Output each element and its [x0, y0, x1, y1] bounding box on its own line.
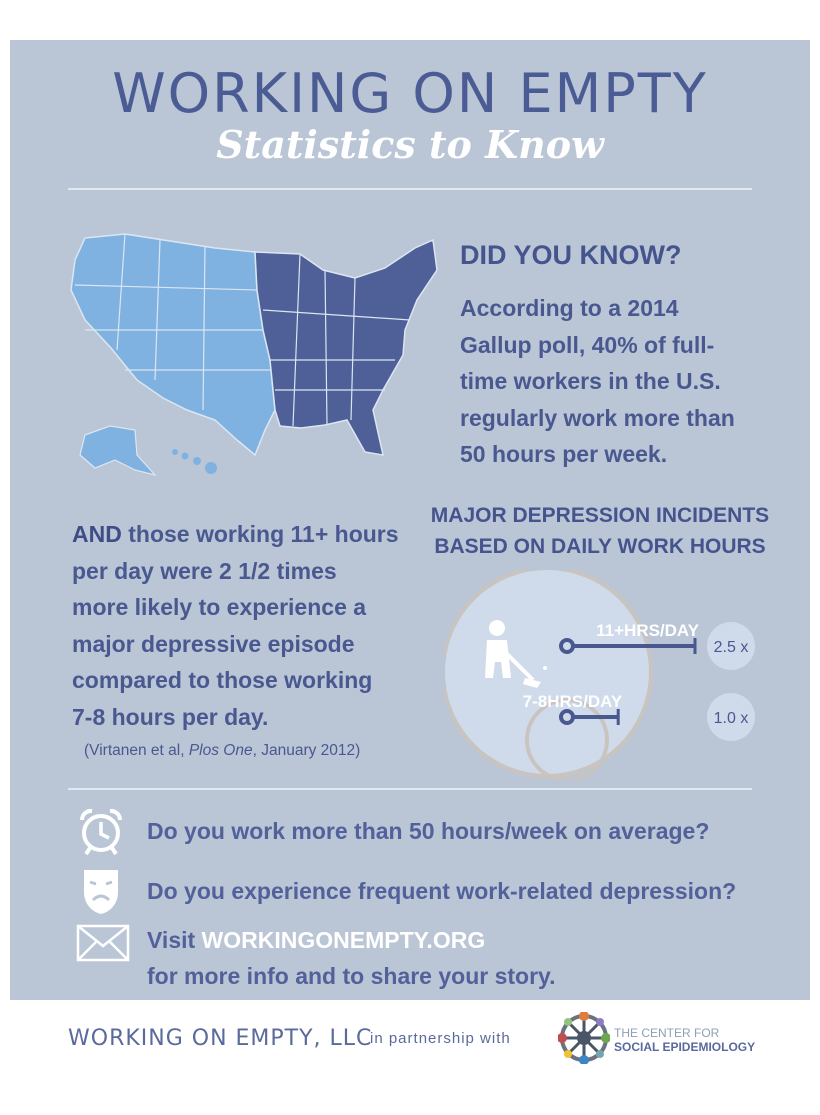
depression-chart: 11+HRS/DAY 2.5 x 7-8HRS/DAY 1.0 x — [445, 570, 755, 780]
chart-bar-start — [559, 709, 575, 725]
gallup-line: regularly work more than — [460, 404, 735, 431]
citation: (Virtanen et al, Plos One, January 2012) — [84, 742, 360, 760]
chart-marks: 11+HRS/DAY 2.5 x 7-8HRS/DAY 1.0 x — [523, 621, 755, 741]
and-lead: AND — [72, 521, 122, 547]
infographic-poster: WORKING ON EMPTY Statistics to Know DID … — [10, 40, 810, 1076]
envelope-icon — [76, 924, 130, 962]
depression-line: more likely to experience a — [72, 594, 367, 620]
footer: WORKING ON EMPTY, LLC in partnership wit… — [10, 1000, 810, 1076]
partner-line-1: THE CENTER FOR — [614, 1026, 720, 1040]
divider-top — [68, 188, 752, 190]
gallup-line: Gallup poll, 40% of full- — [460, 331, 715, 358]
depression-line: compared to those working — [72, 667, 373, 693]
chart-title: MAJOR DEPRESSION INCIDENTS BASED ON DAIL… — [410, 500, 790, 562]
partner-logo-icon — [558, 1012, 610, 1064]
gallup-line: According to a 2014 — [460, 295, 679, 321]
alaska-shape — [79, 425, 157, 477]
partner-line-2: SOCIAL EPIDEMIOLOGY — [614, 1040, 756, 1054]
gallup-statistic: According to a 2014 Gallup poll, 40% of … — [460, 290, 780, 473]
chart-category-label: 11+HRS/DAY — [596, 621, 700, 640]
depression-line: per day were 2 1/2 times — [72, 557, 337, 584]
us-map-illustration — [70, 233, 438, 477]
depression-line: 7-8 hours per day. — [72, 703, 269, 730]
footer-partner-name: THE CENTER FOR SOCIAL EPIDEMIOLOGY — [614, 1026, 755, 1054]
us-map-west-region — [70, 233, 276, 457]
chart-value-label: 1.0 x — [714, 710, 749, 727]
gallup-line: time workers in the U.S. — [460, 368, 721, 394]
question-hours: Do you work more than 50 hours/week on a… — [147, 818, 710, 844]
chart-bubble-small — [525, 698, 609, 780]
visit-line-1: Visit WORKINGONEMPTY.ORG — [147, 922, 556, 958]
chart-value-bubble — [707, 693, 755, 741]
chart-value-label: 2.5 x — [714, 639, 749, 656]
chart-bar-start — [559, 638, 575, 654]
chart-category-label: 7-8HRS/DAY — [523, 692, 623, 711]
visit-message: Visit WORKINGONEMPTY.ORG for more info a… — [147, 922, 556, 994]
footer-partnership: in partnership with — [370, 1030, 511, 1047]
divider-bottom — [68, 788, 752, 790]
hawaii-shape — [172, 449, 217, 474]
website-link[interactable]: WORKINGONEMPTY.ORG — [201, 927, 486, 953]
us-map-east-region — [254, 238, 438, 456]
citation-journal: Plos One — [188, 742, 253, 759]
theater-masks-icon — [84, 870, 118, 914]
chart-title-line-1: MAJOR DEPRESSION INCIDENTS — [430, 504, 770, 527]
us-map-state-lines — [74, 233, 411, 427]
page-title: WORKING ON EMPTY — [112, 62, 708, 125]
question-row-hours: Do you work more than 50 hours/week on a… — [72, 806, 772, 862]
depression-first-line: those working 11+ hours — [121, 521, 399, 547]
citation-suffix: , January 2012) — [252, 742, 361, 759]
depression-statistic: AND those working 11+ hours per day were… — [72, 516, 412, 735]
citation-prefix: (Virtanen et al, — [84, 742, 189, 759]
question-depression: Do you experience frequent work-related … — [147, 878, 737, 904]
did-you-know-heading: DID YOU KNOW? — [460, 240, 682, 270]
chart-value-bubble — [707, 622, 755, 670]
chart-title-line-2: BASED ON DAILY WORK HOURS — [434, 535, 766, 558]
page-subtitle: Statistics to Know — [216, 122, 604, 167]
worker-figure-icon — [485, 620, 547, 688]
gallup-line: 50 hours per week. — [460, 441, 668, 467]
footer-company: WORKING ON EMPTY, LLC — [68, 1026, 373, 1051]
depression-line: major depressive episode — [72, 630, 355, 657]
visit-line-2: for more info and to share your story. — [147, 963, 556, 989]
alarm-clock-icon — [79, 808, 123, 856]
chart-bubble-large — [445, 570, 653, 778]
visit-prefix: Visit — [147, 927, 202, 953]
question-row-depression: Do you experience frequent work-related … — [72, 866, 772, 922]
depression-line: AND those working 11+ hours — [72, 516, 412, 553]
